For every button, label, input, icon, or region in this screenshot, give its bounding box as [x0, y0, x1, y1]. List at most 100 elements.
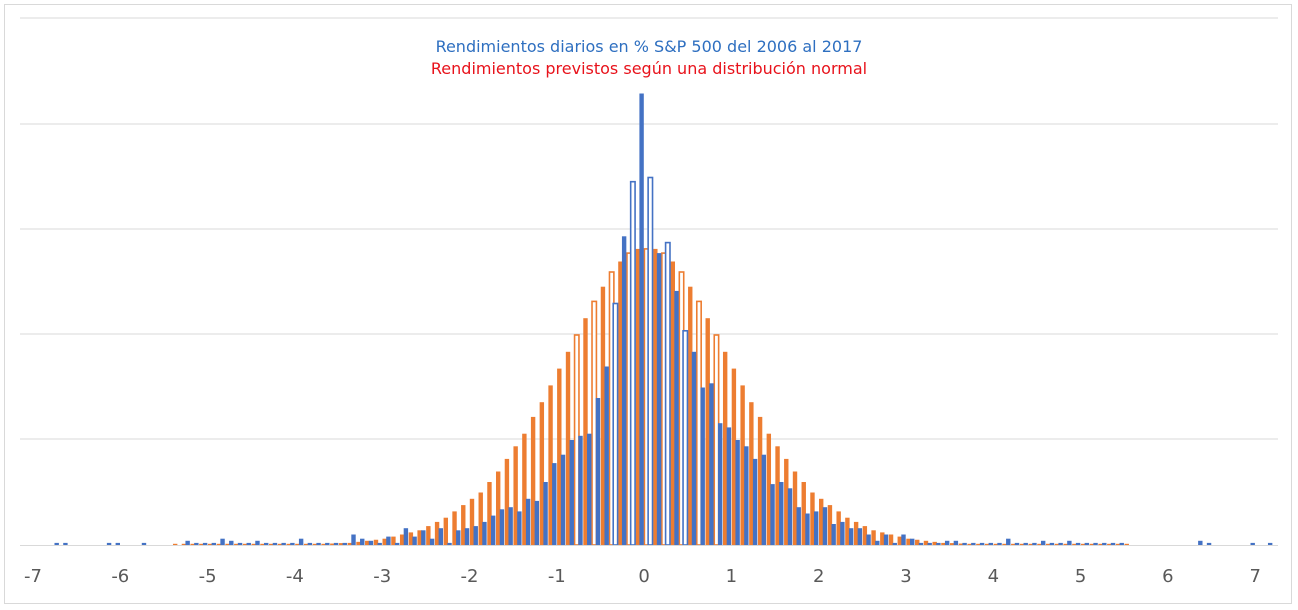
bar-normal-distribution — [731, 368, 737, 545]
bar-sp500-returns — [621, 236, 627, 546]
bar-sp500-returns — [264, 542, 269, 545]
x-tick-label: 5 — [1075, 566, 1086, 587]
bar-sp500-returns — [1119, 542, 1124, 545]
bar-sp500-returns — [473, 526, 478, 545]
bar-sp500-returns — [368, 540, 374, 545]
bar-sp500-returns — [796, 507, 801, 545]
bar-normal-distribution — [530, 416, 536, 545]
bar-normal-distribution — [338, 543, 344, 545]
bar-normal-distribution — [277, 543, 283, 545]
bar-normal-distribution — [539, 402, 545, 545]
bar-normal-distribution — [740, 385, 745, 545]
bar-sp500-returns — [831, 524, 836, 545]
bar-normal-distribution — [932, 541, 937, 545]
bar-normal-distribution — [312, 543, 318, 545]
bar-normal-distribution — [330, 543, 335, 545]
bar-sp500-returns — [63, 542, 68, 545]
bar-sp500-returns — [394, 542, 400, 545]
bar-normal-distribution — [836, 511, 841, 545]
bar-normal-distribution — [819, 498, 824, 545]
bar-normal-distribution — [513, 446, 518, 545]
bar-sp500-returns — [141, 542, 147, 545]
bar-normal-distribution — [871, 530, 876, 545]
bar-sp500-returns — [918, 542, 924, 545]
x-tick-label: 3 — [900, 566, 911, 587]
bar-normal-distribution — [1115, 543, 1121, 545]
bar-normal-distribution — [915, 539, 920, 545]
bar-sp500-returns — [194, 542, 199, 545]
chart-title-block: Rendimientos diarios en % S&P 500 del 20… — [0, 36, 1298, 80]
bar-normal-distribution — [365, 540, 370, 545]
bar-normal-distribution — [382, 538, 387, 545]
bar-normal-distribution — [557, 368, 562, 545]
bar-sp500-returns — [517, 511, 522, 545]
bar-sp500-returns — [682, 329, 689, 546]
bar-normal-distribution — [1089, 543, 1095, 545]
bar-sp500-returns — [1049, 542, 1055, 545]
bar-sp500-returns — [866, 534, 871, 545]
bar-normal-distribution — [225, 543, 230, 545]
bar-sp500-returns — [717, 423, 723, 545]
bar-sp500-returns — [351, 534, 356, 545]
bar-normal-distribution — [801, 482, 806, 545]
bar-normal-distribution — [347, 542, 352, 545]
bar-normal-distribution — [949, 543, 955, 545]
bar-sp500-returns — [281, 542, 286, 545]
bar-sp500-returns — [333, 542, 339, 545]
bar-normal-distribution — [766, 433, 772, 545]
bar-sp500-returns — [447, 542, 452, 545]
bar-normal-distribution — [688, 286, 693, 545]
bar-sp500-returns — [664, 241, 671, 546]
bar-sp500-returns — [298, 538, 304, 545]
x-tick-label: 6 — [1162, 566, 1173, 587]
bar-sp500-returns — [647, 176, 654, 546]
bar-sp500-returns — [901, 534, 906, 545]
bar-sp500-returns — [307, 542, 313, 545]
bar-normal-distribution — [827, 505, 833, 545]
bar-normal-distribution — [810, 492, 815, 545]
bar-normal-distribution — [399, 534, 405, 545]
bar-sp500-returns — [185, 540, 190, 545]
x-tick-label: -4 — [286, 566, 304, 587]
bar-normal-distribution — [888, 534, 894, 545]
bar-normal-distribution — [1063, 543, 1068, 545]
bar-sp500-returns — [674, 290, 679, 545]
bar-sp500-returns — [1067, 540, 1072, 545]
bar-sp500-returns — [587, 433, 592, 545]
bar-normal-distribution — [408, 532, 414, 545]
x-tick-label: -1 — [548, 566, 566, 587]
bar-sp500-returns — [482, 521, 487, 545]
bar-sp500-returns — [1032, 542, 1037, 545]
bar-sp500-returns — [953, 540, 959, 545]
bar-sp500-returns — [761, 454, 767, 545]
x-tick-label: -7 — [24, 566, 42, 587]
chart-subtitle: Rendimientos previstos según una distrib… — [430, 59, 868, 78]
bar-normal-distribution — [757, 416, 763, 545]
bar-normal-distribution — [495, 471, 501, 545]
bar-normal-distribution — [303, 543, 309, 545]
bar-sp500-returns — [229, 540, 234, 545]
bar-normal-distribution — [443, 517, 449, 545]
bar-normal-distribution — [993, 543, 998, 545]
bar-normal-distribution — [373, 539, 379, 545]
bar-sp500-returns — [927, 542, 932, 545]
bar-sp500-returns — [342, 542, 347, 545]
bar-normal-distribution — [251, 543, 256, 545]
bar-sp500-returns — [787, 488, 793, 545]
bar-normal-distribution — [452, 511, 457, 545]
bar-normal-distribution — [670, 261, 675, 545]
bar-normal-distribution — [845, 517, 850, 545]
bar-sp500-returns — [438, 528, 444, 545]
bar-normal-distribution — [853, 521, 859, 545]
bar-sp500-returns — [508, 507, 513, 545]
bar-sp500-returns — [456, 530, 461, 545]
bar-sp500-returns — [525, 498, 531, 545]
bar-sp500-returns — [639, 93, 644, 545]
bar-normal-distribution — [1019, 543, 1025, 545]
x-tick-label: 2 — [813, 566, 824, 587]
bar-normal-distribution — [391, 536, 396, 545]
bar-sp500-returns — [499, 509, 505, 545]
bar-normal-distribution — [1002, 543, 1007, 545]
bar-sp500-returns — [1023, 542, 1028, 545]
bar-sp500-returns — [1093, 542, 1098, 545]
